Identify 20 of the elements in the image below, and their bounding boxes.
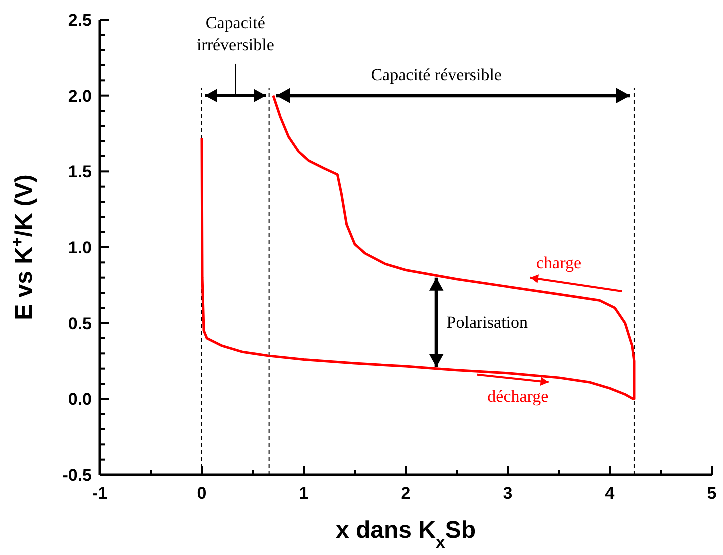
x-tick-label: 4 xyxy=(605,484,616,503)
y-tick-label: -0.5 xyxy=(62,466,92,485)
x-tick-label: 2 xyxy=(401,484,411,503)
y-tick-label: 0.0 xyxy=(68,390,92,410)
y-tick-label: 1.5 xyxy=(68,162,92,182)
annotation: décharge xyxy=(488,387,549,406)
annotation: charge xyxy=(536,254,582,273)
x-tick-label: 1 xyxy=(299,484,309,503)
y-tick-label: 0.5 xyxy=(68,314,92,334)
x-axis-title: x dans K$_{x}$Sb xyxy=(336,517,476,552)
x-tick-label: 0 xyxy=(197,484,207,503)
x-tick-label: 3 xyxy=(503,484,513,503)
x-tick-label: -1 xyxy=(92,484,108,503)
y-tick-label: 2.5 xyxy=(68,10,92,30)
annotation: Polarisation xyxy=(446,312,529,332)
annotation: Capacité réversible xyxy=(371,66,502,85)
x-tick-label: 5 xyxy=(707,484,717,503)
annotation: Capacité irréversible xyxy=(196,13,274,54)
y-tick-label: 1.0 xyxy=(68,238,92,258)
y-tick-label: 2.0 xyxy=(68,86,92,106)
